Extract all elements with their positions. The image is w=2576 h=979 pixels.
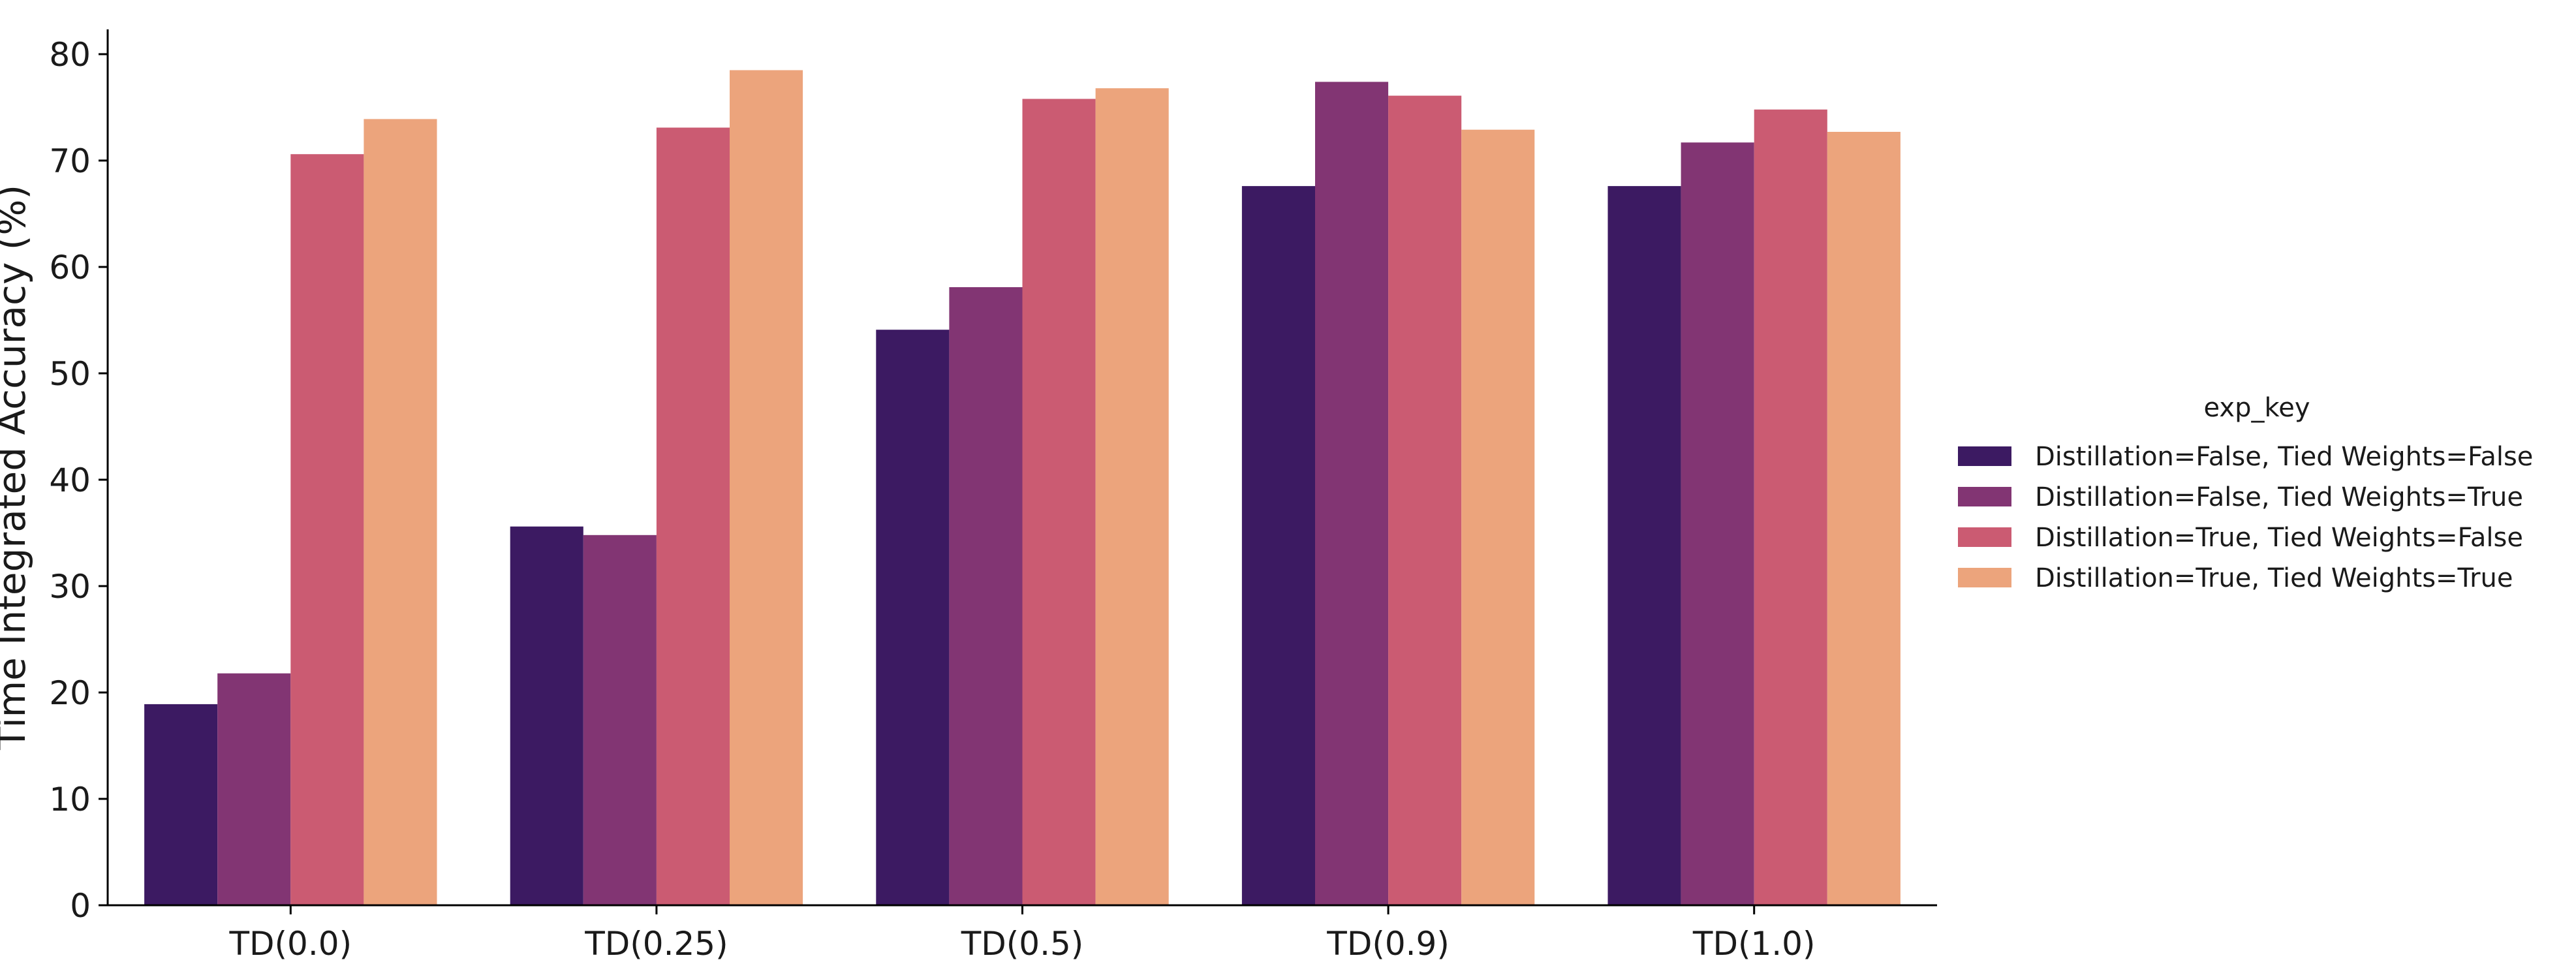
bar-TD(0.9)-series-1 — [1241, 186, 1315, 906]
y-tick-label: 40 — [49, 461, 91, 499]
y-tick-label: 0 — [70, 887, 91, 925]
x-tick-label: TD(0.5) — [961, 925, 1084, 963]
bar-TD(1.0)-series-4 — [1827, 132, 1901, 905]
legend-swatch-3 — [1958, 527, 2011, 547]
bar-TD(1.0)-series-3 — [1754, 109, 1827, 905]
y-tick-label: 50 — [49, 355, 91, 393]
x-tick-label: TD(0.9) — [1326, 925, 1450, 963]
legend-label-4: Distillation=True, Tied Weights=True — [2035, 563, 2513, 593]
y-axis-label: Time Integrated Accuracy (%) — [0, 185, 34, 751]
bar-TD(0.0)-series-2 — [217, 673, 291, 905]
legend-label-1: Distillation=False, Tied Weights=False — [2035, 442, 2533, 472]
y-tick-label: 10 — [49, 781, 91, 818]
bar-TD(0.9)-series-2 — [1315, 82, 1389, 905]
bars-layer — [144, 70, 1901, 906]
y-tick-label: 70 — [49, 142, 91, 180]
legend-items: Distillation=False, Tied Weights=False Di… — [1958, 442, 2533, 593]
legend-swatch-2 — [1958, 487, 2011, 506]
bar-TD(1.0)-series-2 — [1681, 142, 1754, 905]
bar-TD(0.5)-series-1 — [876, 330, 950, 905]
bar-TD(0.25)-series-4 — [730, 70, 803, 905]
x-axis: TD(0.0) TD(0.25) TD(0.5) TD(0.9) TD(1.0) — [108, 904, 1937, 963]
y-tick-label: 20 — [49, 674, 91, 712]
bar-TD(0.25)-series-1 — [510, 526, 583, 905]
bar-TD(0.5)-series-2 — [949, 287, 1023, 905]
x-tick-label: TD(0.0) — [229, 925, 352, 963]
legend-swatch-4 — [1958, 568, 2011, 587]
y-tick-label: 60 — [49, 249, 91, 287]
bar-TD(1.0)-series-1 — [1607, 186, 1681, 906]
bar-TD(0.25)-series-2 — [583, 535, 657, 905]
legend: exp_key Distillation=False, Tied Weights… — [1958, 393, 2533, 593]
legend-label-3: Distillation=True, Tied Weights=False — [2035, 523, 2523, 553]
x-tick-label: TD(1.0) — [1692, 925, 1816, 963]
legend-title: exp_key — [2204, 393, 2310, 423]
bar-TD(0.9)-series-3 — [1388, 95, 1462, 906]
bar-TD(0.5)-series-3 — [1022, 99, 1096, 905]
bar-TD(0.25)-series-3 — [656, 127, 730, 905]
legend-label-2: Distillation=False, Tied Weights=True — [2035, 482, 2523, 512]
bar-TD(0.0)-series-4 — [364, 119, 437, 905]
bar-TD(0.0)-series-1 — [144, 704, 218, 905]
bar-TD(0.5)-series-4 — [1095, 88, 1169, 906]
bar-TD(0.0)-series-3 — [290, 154, 364, 906]
y-tick-label: 80 — [49, 36, 91, 74]
legend-swatch-1 — [1958, 446, 2011, 466]
bar-TD(0.9)-series-4 — [1461, 129, 1535, 906]
y-tick-label: 30 — [49, 568, 91, 606]
y-axis: 0 10 20 30 40 50 60 70 80 — [49, 29, 109, 925]
x-tick-label: TD(0.25) — [584, 925, 728, 963]
